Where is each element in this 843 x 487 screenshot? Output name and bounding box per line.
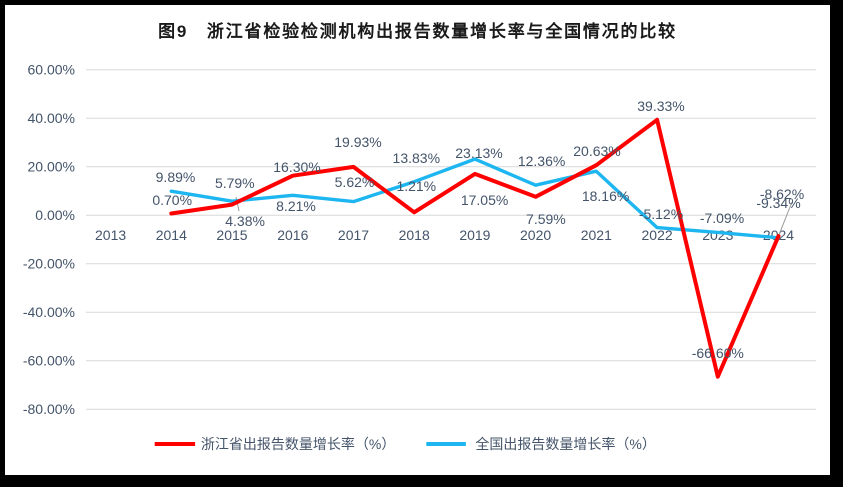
svg-text:-40.00%: -40.00% [23,304,75,320]
svg-text:2021: 2021 [581,227,612,243]
svg-text:-9.34%: -9.34% [756,195,800,211]
svg-text:13.83%: 13.83% [393,150,440,166]
svg-text:16.30%: 16.30% [273,159,320,175]
svg-text:7.59%: 7.59% [526,211,566,227]
svg-text:23.13%: 23.13% [455,145,502,161]
svg-text:39.33%: 39.33% [637,98,684,114]
svg-text:18.16%: 18.16% [582,188,629,204]
svg-text:浙江省出报告数量增长率（%）: 浙江省出报告数量增长率（%） [201,436,395,452]
svg-text:2013: 2013 [95,227,126,243]
svg-text:-5.12%: -5.12% [639,206,683,222]
svg-text:全国出报告数量增长率（%）: 全国出报告数量增长率（%） [475,436,655,452]
svg-text:20.63%: 20.63% [573,143,620,159]
svg-text:5.62%: 5.62% [335,174,375,190]
svg-text:19.93%: 19.93% [334,134,381,150]
svg-text:17.05%: 17.05% [461,192,508,208]
svg-text:0.70%: 0.70% [152,192,192,208]
svg-text:0.00%: 0.00% [35,207,75,223]
svg-text:9.89%: 9.89% [156,169,196,185]
svg-text:2016: 2016 [277,227,308,243]
svg-text:40.00%: 40.00% [28,110,75,126]
svg-text:-66.60%: -66.60% [692,345,744,361]
svg-text:-7.09%: -7.09% [700,210,744,226]
svg-text:5.79%: 5.79% [215,175,255,191]
svg-text:-80.00%: -80.00% [23,401,75,417]
svg-text:2020: 2020 [520,227,551,243]
svg-text:60.00%: 60.00% [28,62,75,78]
svg-text:-20.00%: -20.00% [23,256,75,272]
svg-text:2019: 2019 [459,227,490,243]
svg-text:-60.00%: -60.00% [23,353,75,369]
svg-text:8.21%: 8.21% [276,198,316,214]
svg-text:2014: 2014 [156,227,187,243]
svg-text:12.36%: 12.36% [518,153,565,169]
svg-text:2015: 2015 [216,227,247,243]
svg-text:4.38%: 4.38% [225,213,265,229]
svg-text:1.21%: 1.21% [396,178,436,194]
svg-text:2017: 2017 [338,227,369,243]
svg-text:2018: 2018 [399,227,430,243]
svg-text:20.00%: 20.00% [28,159,75,175]
